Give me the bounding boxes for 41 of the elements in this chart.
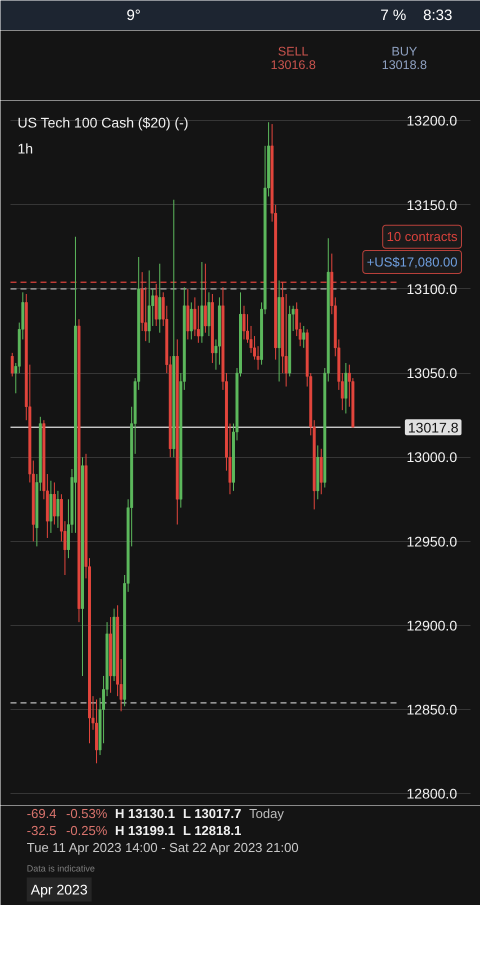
y-tick-label: 12800.0 — [406, 786, 458, 802]
candlestick — [242, 305, 246, 340]
text: Apr 2023 — [30, 882, 88, 898]
text: L 13017.7 — [183, 806, 242, 821]
text: L 12818.1 — [183, 823, 242, 838]
candlestick — [190, 302, 193, 340]
text: 9° — [126, 7, 141, 24]
text: Data is indicative — [26, 864, 95, 874]
y-tick-label: 13050.0 — [406, 365, 458, 382]
text: 7 % — [380, 7, 406, 24]
text: 13016.8 — [270, 58, 316, 72]
text: -0.53% — [66, 806, 108, 821]
text: 13018.8 — [382, 58, 428, 72]
y-tick-label: 13000.0 — [406, 449, 458, 466]
text: -0.25% — [66, 823, 108, 838]
text: -69.4 — [26, 806, 56, 821]
candlestick — [10, 352, 14, 377]
text: 1h — [18, 140, 34, 156]
text: US Tech 100 Cash ($20) (-) — [18, 114, 188, 130]
y-tick-label: 12950.0 — [406, 533, 458, 550]
annotation: +US$17,080.00 — [366, 254, 458, 270]
candlestick — [158, 263, 162, 334]
y-tick-label: 13150.0 — [406, 196, 458, 213]
ref-line-label: 13017.8 — [408, 419, 459, 436]
text: BUY — [392, 44, 418, 58]
y-tick-label: 13200.0 — [406, 112, 458, 129]
text: Today — [249, 806, 284, 821]
y-tick-label: 13100.0 — [406, 280, 458, 297]
text: H 13199.1 — [114, 823, 175, 838]
text: Tue 11 Apr 2023 14:00 - Sat 22 Apr 2023 21:00 — [26, 840, 299, 855]
text: H 13130.1 — [114, 806, 175, 821]
y-tick-label: 12850.0 — [406, 702, 458, 718]
candlestick — [52, 482, 56, 526]
candlestick — [56, 490, 60, 528]
y-tick-label: 12900.0 — [406, 617, 458, 634]
candlestick — [302, 325, 306, 348]
text: SELL — [278, 44, 309, 58]
candlestick — [207, 292, 210, 337]
text: 8:33 — [423, 7, 452, 24]
text: -32.5 — [26, 823, 56, 838]
ref-line-label: 10 contracts — [386, 229, 458, 244]
